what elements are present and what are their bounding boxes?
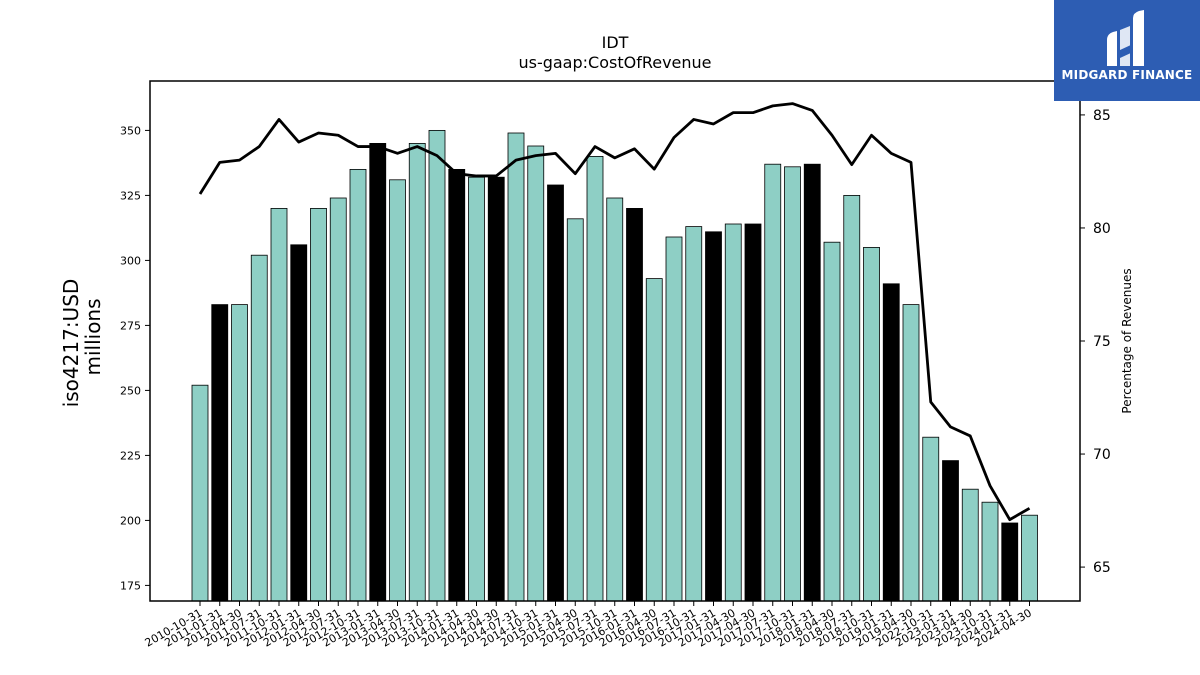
bar [784, 166, 801, 602]
y-tick-label: 225 [120, 449, 141, 462]
line-layer [198, 102, 1031, 522]
brand-logo: MIDGARD FINANCE [1054, 0, 1200, 101]
logo-text: MIDGARD FINANCE [1061, 68, 1193, 82]
bar [448, 168, 466, 602]
bar [961, 488, 979, 602]
bar [349, 168, 367, 602]
bar [507, 132, 525, 602]
bar [645, 278, 663, 602]
bar [527, 145, 545, 602]
bar [408, 142, 426, 602]
bar [191, 384, 209, 602]
y2-axis-label: Percentage of Revenues [1120, 268, 1134, 413]
bar [942, 460, 959, 602]
y-tick-label: 300 [120, 254, 141, 267]
line-series [198, 102, 1031, 522]
bar [1001, 522, 1019, 602]
bar [981, 501, 999, 602]
y2-tick-label: 75 [1093, 334, 1111, 350]
bar [863, 246, 880, 602]
y-tick-label: 200 [120, 514, 141, 527]
right-axis: 65 70 75 80 85 [1080, 108, 1111, 576]
y2-tick-label: 65 [1093, 560, 1111, 576]
bar [606, 197, 624, 602]
y2-tick-label: 70 [1093, 447, 1111, 463]
bar [586, 155, 604, 602]
bar [487, 176, 505, 602]
bar [882, 283, 900, 602]
bars-layer [191, 129, 1038, 602]
bar [764, 163, 782, 602]
y-tick-label: 250 [120, 384, 141, 397]
bar [290, 244, 308, 602]
y-tick-label: 350 [120, 124, 141, 137]
chart-subtitle: us-gaap:CostOfRevenue [518, 53, 711, 72]
y2-tick-label: 85 [1093, 108, 1111, 124]
bar [270, 207, 288, 602]
bar [705, 231, 722, 602]
y-axis-label: iso4217:USD [59, 279, 83, 408]
left-axis: 175 200 225 250 275 300 325 350 [120, 124, 150, 592]
bar [310, 207, 327, 602]
midgard-logo-icon [1107, 10, 1144, 66]
y-axis-label-units: millions [81, 298, 105, 375]
bar [744, 223, 762, 602]
bar [922, 436, 940, 602]
x-axis: 2010-10-312011-01-312011-04-302011-07-31… [143, 601, 1034, 650]
bar [626, 207, 643, 602]
bar [369, 142, 387, 602]
y2-tick-label: 80 [1093, 221, 1111, 237]
bar [823, 241, 841, 602]
y-tick-label: 175 [120, 579, 141, 592]
bar [665, 236, 683, 602]
bar [389, 179, 406, 602]
bar [685, 226, 703, 602]
bar [211, 304, 229, 602]
bar [250, 254, 268, 602]
bar [843, 194, 861, 602]
chart-title: IDT [602, 33, 629, 52]
bar [724, 223, 742, 602]
bar [231, 304, 248, 602]
bar [803, 163, 821, 602]
bar [902, 304, 920, 602]
y-tick-label: 275 [120, 319, 141, 332]
bar [468, 176, 485, 602]
bar [547, 184, 564, 602]
bar [428, 129, 446, 602]
bar [1021, 514, 1038, 602]
bar [329, 197, 347, 602]
bar [566, 218, 584, 602]
y-tick-label: 325 [120, 189, 141, 202]
